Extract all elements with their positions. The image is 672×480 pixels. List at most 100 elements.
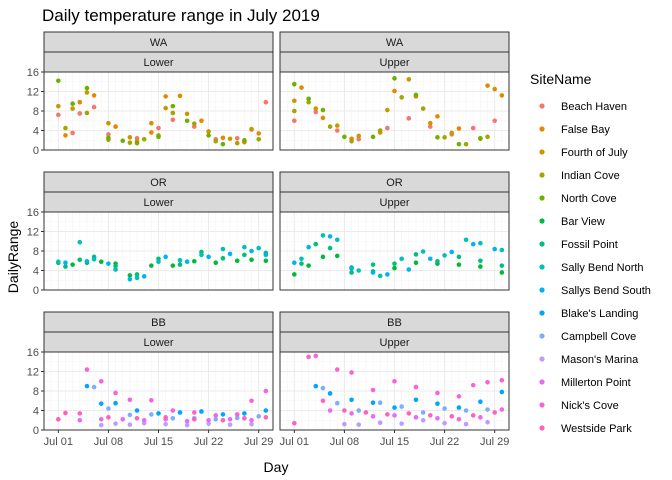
data-point-blake-s-landing [84, 383, 90, 389]
data-point-nick-s-cove [435, 390, 440, 396]
data-point-nick-s-cove [485, 379, 490, 385]
data-point-north-cove [220, 141, 226, 147]
data-point-sallys-bend-south [206, 254, 211, 260]
legend-key [539, 287, 545, 293]
data-point-sally-bend-north [499, 247, 505, 253]
data-point-fourth-of-july [292, 98, 297, 104]
data-point-sally-bend-north [334, 237, 340, 243]
data-point-blake-s-landing [177, 410, 183, 415]
data-point-false-bay [485, 83, 490, 88]
data-point-bar-view [334, 253, 340, 259]
data-point-fourth-of-july [385, 107, 390, 113]
data-point-fourth-of-july [206, 129, 211, 134]
data-point-sallys-bend-south [406, 267, 412, 272]
legend-item: Millerton Point [539, 377, 631, 389]
legend-item: Fossil Point [539, 239, 618, 251]
data-point-millerton-point [413, 415, 419, 420]
data-point-bar-view [170, 263, 176, 268]
data-point-beach-haven [91, 104, 97, 110]
data-point-bar-view [292, 272, 297, 277]
y-tick-label: 8 [33, 246, 39, 258]
data-point-blake-s-landing [392, 405, 397, 410]
data-point-sally-bend-north [220, 246, 226, 252]
legend-key [539, 425, 545, 431]
x-tick-label: Jul 15 [144, 436, 173, 448]
data-point-false-bay [456, 126, 462, 131]
data-point-north-cove [456, 141, 462, 147]
data-point-sallys-bend-south [327, 234, 333, 239]
data-point-campbell-cove [442, 406, 447, 411]
legend-key [539, 402, 545, 408]
y-tick-label: 16 [27, 207, 39, 219]
data-point-indian-cove [63, 125, 68, 131]
legend-label: Indian Cove [561, 170, 620, 182]
data-point-mason-s-marina [399, 421, 404, 426]
data-point-millerton-point [456, 416, 462, 422]
data-point-false-bay [113, 124, 118, 129]
data-point-fourth-of-july [313, 106, 319, 111]
data-point-sallys-bend-south [449, 249, 455, 255]
legend-label: Millerton Point [561, 377, 631, 389]
data-point-north-cove [184, 118, 190, 124]
x-tick-label: Jul 15 [380, 436, 409, 448]
data-point-false-bay [435, 114, 440, 119]
data-point-westside-park [492, 410, 497, 415]
data-point-westside-park [363, 410, 369, 415]
data-point-nick-s-cove [84, 367, 90, 372]
data-point-millerton-point [370, 414, 376, 419]
data-point-nick-s-cove [349, 370, 354, 375]
data-point-blake-s-landing [313, 383, 319, 389]
data-point-beach-haven [234, 136, 240, 141]
data-point-indian-cove [170, 110, 176, 116]
data-point-nick-s-cove [313, 353, 319, 359]
data-point-north-cove [156, 134, 161, 140]
data-point-fourth-of-july [449, 130, 455, 136]
data-point-millerton-point [141, 417, 147, 423]
data-point-beach-haven [77, 111, 83, 116]
data-point-campbell-cove [170, 416, 176, 421]
data-point-westside-park [163, 415, 168, 420]
y-tick-label: 12 [27, 367, 39, 379]
data-point-mason-s-marina [113, 421, 118, 426]
data-point-millerton-point [478, 415, 483, 420]
legend-label: Mason's Marina [561, 354, 639, 366]
data-point-blake-s-landing [413, 397, 419, 403]
data-point-westside-park [385, 412, 390, 417]
data-point-north-cove [306, 96, 311, 102]
data-point-bar-view [413, 260, 419, 266]
data-point-westside-park [134, 416, 140, 421]
data-point-sally-bend-north [463, 237, 469, 243]
strip-region-label: WA [386, 37, 404, 49]
legend: SiteName Beach Haven False Bay Fourth of J… [530, 71, 651, 435]
data-point-blake-s-landing [263, 408, 269, 413]
x-tick-label: Jul 29 [244, 436, 273, 448]
data-point-sallys-bend-south [163, 254, 168, 260]
data-point-sally-bend-north [199, 252, 204, 258]
data-point-mason-s-marina [377, 420, 383, 425]
data-point-beach-haven [313, 109, 319, 115]
data-point-beach-haven [385, 125, 390, 131]
y-tick-label: 12 [27, 227, 39, 239]
data-point-north-cove [134, 140, 140, 146]
data-point-false-bay [256, 131, 261, 136]
data-point-bar-view [306, 263, 311, 268]
strip-level-label: Lower [144, 57, 174, 69]
y-tick-label: 8 [33, 386, 39, 398]
data-point-mason-s-marina [227, 422, 233, 427]
y-tick-label: 8 [33, 106, 39, 118]
strip-region-label: OR [150, 177, 167, 189]
legend-label: Nick's Cove [561, 400, 619, 412]
data-point-fourth-of-july [227, 136, 233, 142]
data-point-beach-haven [470, 125, 476, 131]
data-point-blake-s-landing [199, 409, 204, 414]
data-point-westside-park [427, 413, 433, 418]
legend-item: Sally Bend North [539, 262, 644, 274]
data-point-nick-s-cove [263, 388, 269, 394]
data-point-blake-s-landing [435, 401, 440, 406]
data-point-nick-s-cove [149, 397, 154, 403]
data-point-mason-s-marina [249, 421, 254, 427]
data-point-false-bay [163, 94, 168, 99]
data-point-north-cove [242, 137, 247, 143]
legend-item: Fourth of July [539, 147, 628, 159]
data-point-bar-view [70, 262, 75, 267]
